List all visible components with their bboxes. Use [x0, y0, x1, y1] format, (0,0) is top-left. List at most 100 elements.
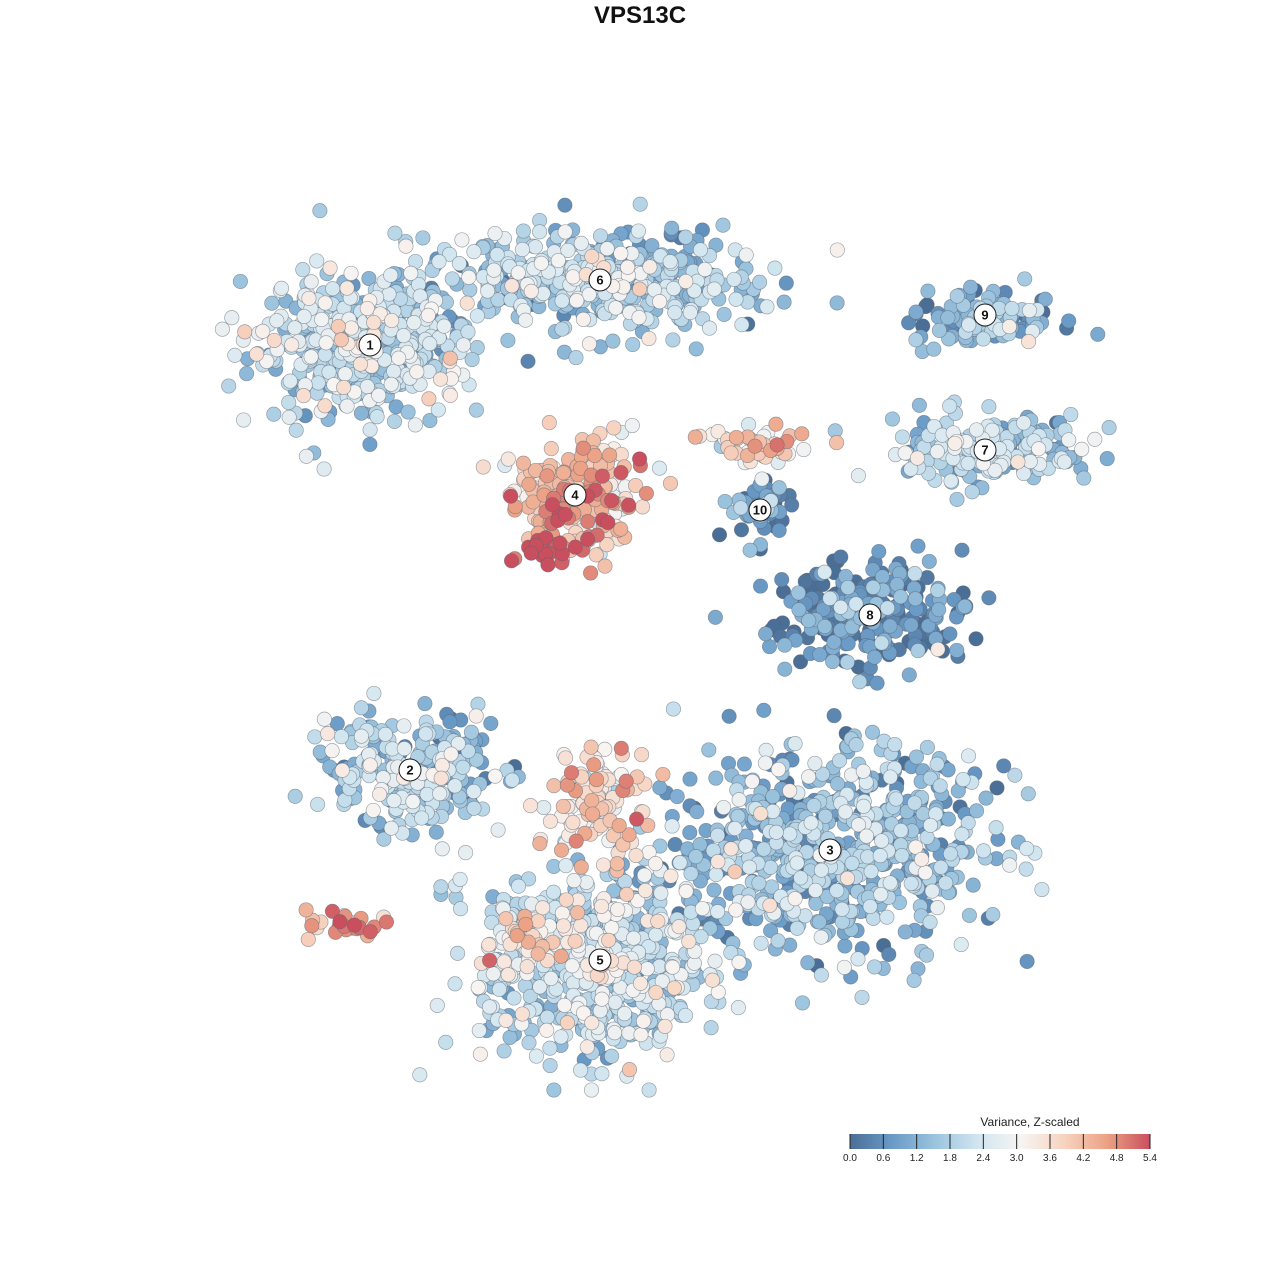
data-point	[303, 349, 319, 365]
data-point	[287, 788, 303, 804]
data-point	[588, 547, 604, 563]
data-point	[874, 635, 890, 651]
data-point	[653, 885, 669, 901]
data-point	[1018, 861, 1034, 877]
data-point	[594, 1066, 610, 1082]
data-point	[468, 402, 484, 418]
data-point	[756, 702, 772, 718]
data-point	[767, 260, 783, 276]
data-point	[650, 913, 666, 929]
data-point	[954, 542, 970, 558]
data-point	[771, 480, 787, 496]
data-point	[498, 1012, 514, 1028]
data-point	[942, 398, 958, 414]
data-point	[377, 726, 393, 742]
data-point	[496, 1043, 512, 1059]
data-point	[583, 565, 599, 581]
data-point	[860, 849, 876, 865]
data-point	[471, 1022, 487, 1039]
data-point	[601, 932, 617, 948]
data-point	[557, 224, 573, 240]
data-point	[817, 618, 833, 635]
data-point	[307, 729, 323, 745]
data-point	[503, 488, 519, 504]
data-point	[790, 585, 807, 601]
data-point	[850, 817, 867, 833]
data-point	[710, 904, 726, 920]
data-point	[621, 827, 637, 843]
data-point	[539, 468, 555, 484]
data-point	[733, 522, 750, 538]
data-point	[1061, 313, 1077, 329]
data-point	[383, 267, 399, 283]
data-point	[567, 933, 583, 949]
data-point	[637, 882, 653, 899]
data-point	[472, 1046, 488, 1062]
data-point	[833, 599, 849, 615]
data-point	[624, 417, 640, 434]
data-point	[688, 849, 704, 865]
data-point	[523, 545, 539, 561]
data-point	[703, 1020, 719, 1036]
data-point	[542, 1057, 558, 1074]
data-point	[573, 1062, 589, 1078]
data-point	[362, 757, 378, 773]
data-point	[917, 865, 933, 881]
data-point	[881, 946, 897, 962]
data-point	[840, 579, 856, 596]
data-point	[1007, 767, 1023, 783]
data-point	[543, 970, 559, 987]
cluster-label-badge	[818, 838, 842, 862]
data-point	[757, 755, 773, 771]
data-point	[287, 320, 303, 336]
data-point	[834, 901, 850, 917]
data-point	[459, 295, 475, 311]
data-point	[532, 224, 548, 240]
data-point	[657, 1018, 673, 1034]
data-point	[417, 696, 433, 712]
data-point	[527, 239, 543, 255]
data-point	[975, 843, 992, 859]
data-point	[777, 637, 793, 653]
data-point	[303, 274, 319, 290]
data-point	[879, 600, 896, 616]
data-point	[431, 254, 447, 270]
data-point	[632, 975, 649, 991]
cluster-label-text: 6	[596, 273, 603, 288]
data-point	[829, 295, 845, 311]
data-point	[644, 238, 660, 254]
data-point	[938, 875, 954, 891]
data-point	[316, 461, 332, 477]
data-point	[461, 269, 477, 285]
data-point	[324, 743, 340, 759]
data-point	[884, 411, 900, 427]
data-point	[813, 967, 829, 983]
data-point	[639, 961, 655, 977]
data-point	[1004, 301, 1020, 317]
data-point	[466, 783, 482, 800]
data-point	[758, 742, 774, 758]
data-point	[604, 1048, 620, 1064]
data-point	[667, 304, 683, 321]
cluster-label-badge	[858, 603, 882, 627]
data-point	[692, 242, 709, 258]
cluster-label-3: 3	[818, 838, 842, 862]
data-point	[480, 283, 496, 299]
data-point	[922, 817, 939, 833]
data-point	[793, 870, 809, 886]
data-point	[678, 229, 694, 245]
data-point	[481, 937, 497, 953]
data-point	[761, 639, 778, 655]
data-point	[578, 874, 594, 890]
data-point	[366, 314, 382, 331]
data-point	[678, 273, 694, 290]
data-point	[583, 739, 599, 755]
data-point	[960, 815, 976, 831]
data-point	[543, 441, 559, 457]
data-point	[464, 351, 480, 368]
data-point	[787, 736, 803, 752]
cluster-label-badge	[398, 758, 422, 782]
data-point	[1002, 857, 1018, 873]
data-point	[949, 288, 965, 304]
